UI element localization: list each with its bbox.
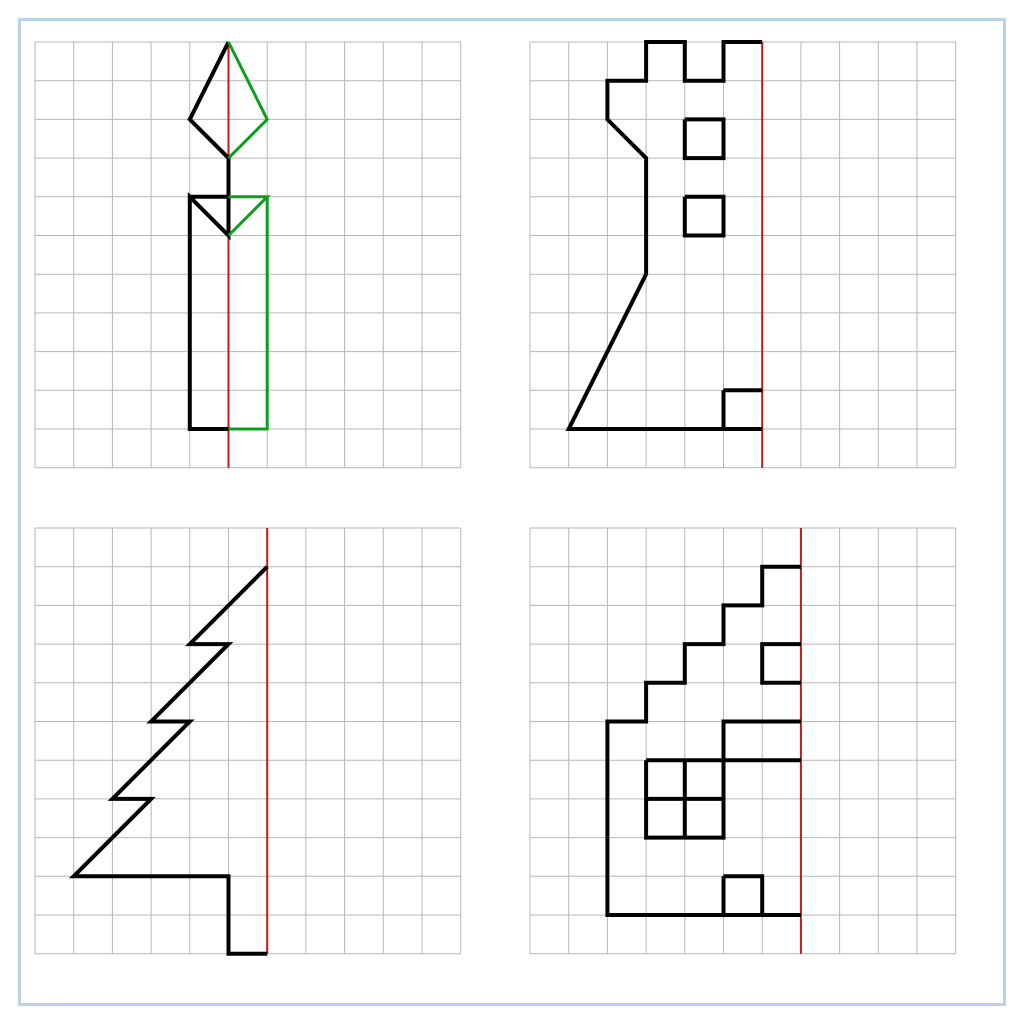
shape-path <box>685 197 724 236</box>
panel-candle <box>35 42 461 468</box>
panel-castle <box>530 528 956 954</box>
panel-tower <box>530 42 956 468</box>
shape-path <box>762 644 801 683</box>
grid <box>530 42 956 468</box>
shape-path <box>724 876 763 915</box>
worksheet-frame <box>18 18 1006 1006</box>
mirror-path <box>229 197 268 236</box>
grid <box>35 528 461 954</box>
shape-path <box>685 119 724 158</box>
shape-path <box>190 42 229 158</box>
mirror-path <box>229 42 268 158</box>
grid <box>35 42 461 468</box>
panel-tree <box>35 528 461 954</box>
shape-path <box>607 567 801 915</box>
shape-path <box>724 390 763 429</box>
symmetry-worksheet <box>21 21 1003 1003</box>
shape-path <box>646 760 723 837</box>
grid <box>530 528 956 954</box>
